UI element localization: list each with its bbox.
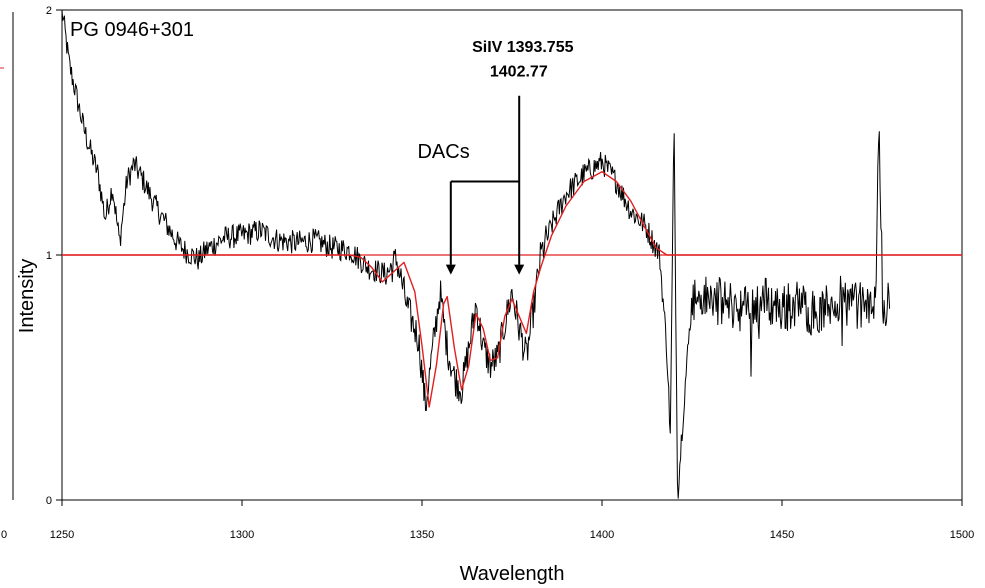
y-tick-label: 2 — [46, 5, 52, 17]
annotation-wavelength-label: 1402.77 — [490, 63, 548, 80]
annotations: SiIV 1393.755 1402.77 DACs — [417, 39, 574, 275]
left-edge-tick-label: 0 — [1, 529, 7, 541]
y-tick-label: 1 — [46, 250, 52, 262]
series-group — [61, 9, 962, 499]
y-axis-label: Intensity — [16, 259, 38, 333]
y-tick-label: 0 — [46, 495, 52, 507]
annotation-dacs-label: DACs — [417, 141, 469, 163]
arrowhead-icon — [514, 264, 525, 275]
chart-title: PG 0946+301 — [70, 19, 194, 41]
arrowhead-icon — [445, 264, 456, 275]
x-tick-label: 1350 — [410, 529, 434, 541]
spectrum-series-line — [61, 9, 891, 499]
annotation-siiv-label: SiIV 1393.755 — [472, 39, 574, 56]
x-tick-label: 1500 — [950, 529, 974, 541]
x-axis-label: Wavelength — [460, 563, 565, 585]
x-tick-label: 1300 — [230, 529, 254, 541]
axis-ticks: 1250 1300 1350 1400 1450 1500 0 1 2 0 — [1, 5, 974, 541]
x-tick-label: 1250 — [50, 529, 74, 541]
model-fit-line — [62, 171, 962, 408]
x-tick-label: 1450 — [770, 529, 794, 541]
x-tick-label: 1400 — [590, 529, 614, 541]
